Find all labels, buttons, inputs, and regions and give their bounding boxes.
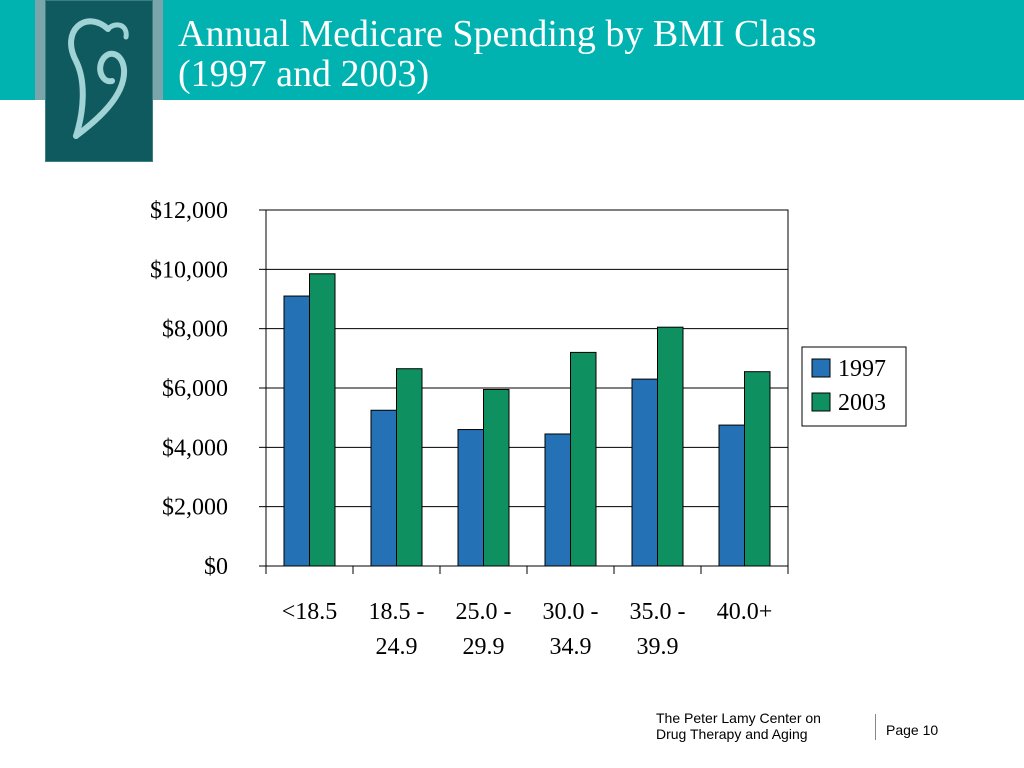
- footer-divider: [875, 714, 876, 740]
- y-tick-label: $2,000: [162, 495, 228, 521]
- x-tick-label: 39.9: [637, 634, 679, 660]
- x-tick-label: 35.0 -: [630, 599, 686, 625]
- x-tick-label: 18.5 -: [369, 599, 425, 625]
- legend-swatch: [811, 358, 831, 378]
- bar-2003: [657, 326, 684, 567]
- footer-org-line2: Drug Therapy and Aging: [656, 726, 808, 742]
- y-tick-label: $12,000: [150, 198, 228, 224]
- footer-organization: The Peter Lamy Center on Drug Therapy an…: [656, 710, 866, 742]
- footer-org-line1: The Peter Lamy Center on: [656, 710, 821, 726]
- bar-1997: [544, 433, 571, 567]
- slide-title-line2: (1997 and 2003): [178, 53, 430, 95]
- x-tick-label: 30.0 -: [543, 599, 599, 625]
- y-tick-label: $4,000: [162, 435, 228, 461]
- bar-2003: [309, 273, 336, 567]
- page-number: Page 10: [886, 722, 939, 738]
- bar-2003: [483, 388, 510, 567]
- x-tick-label: 40.0+: [717, 599, 773, 625]
- bar-1997: [631, 378, 658, 567]
- y-tick-label: $10,000: [150, 257, 228, 283]
- bar-1997: [457, 429, 484, 567]
- x-tick-label: 29.9: [463, 634, 505, 660]
- x-tick-label: 24.9: [376, 634, 418, 660]
- y-tick-label: $6,000: [162, 376, 228, 402]
- bar-2003: [570, 351, 597, 567]
- bar-1997: [283, 295, 310, 567]
- slide-title-line1: Annual Medicare Spending by BMI Class: [178, 13, 817, 55]
- center-logo: [45, 0, 153, 162]
- legend-label: 1997: [838, 356, 886, 382]
- x-tick-label: <18.5: [282, 599, 338, 625]
- heart-swirl-icon: [68, 18, 129, 139]
- title-bar: [0, 0, 1024, 100]
- x-tick-label: 34.9: [550, 634, 592, 660]
- bar-2003: [396, 368, 423, 567]
- y-tick-label: $8,000: [162, 317, 228, 343]
- legend-swatch: [811, 392, 831, 412]
- legend-label: 2003: [838, 390, 886, 416]
- slide-title: Annual Medicare Spending by BMI Class (1…: [178, 14, 817, 94]
- x-tick-label: 25.0 -: [456, 599, 512, 625]
- bar-2003: [744, 371, 771, 567]
- y-tick-label: $0: [204, 554, 228, 580]
- bar-1997: [370, 409, 397, 567]
- bar-1997: [718, 424, 745, 567]
